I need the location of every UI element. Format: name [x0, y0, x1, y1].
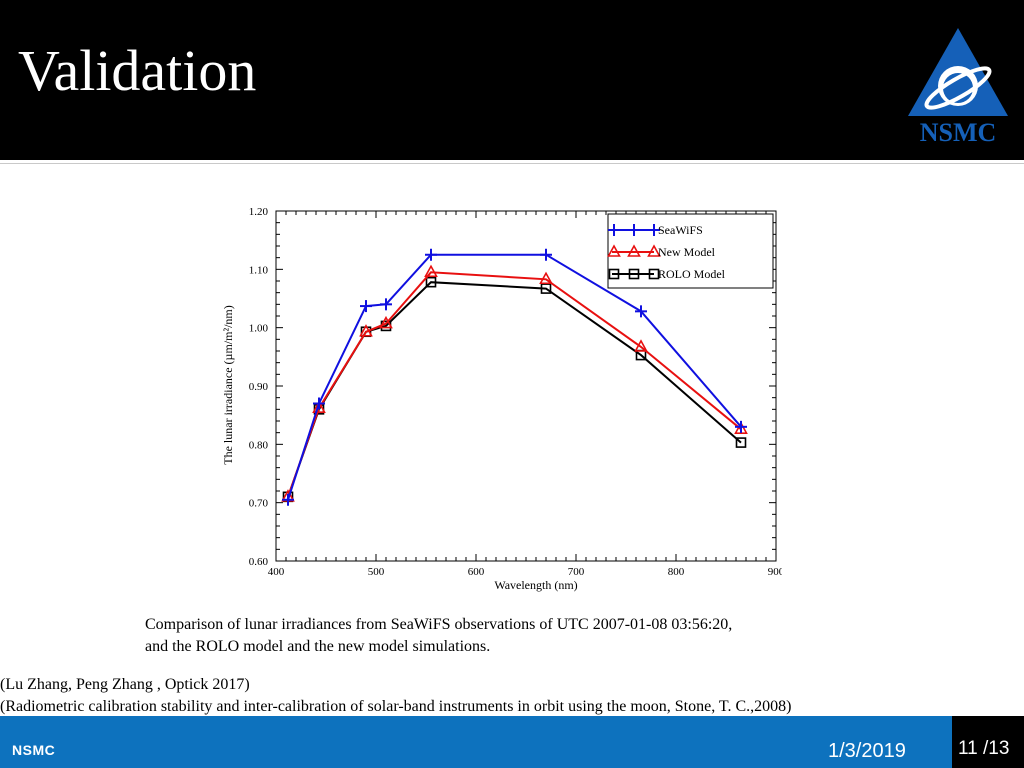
triangle-marker: [312, 400, 326, 413]
triangle-marker: [647, 244, 661, 257]
square-marker: [735, 437, 747, 448]
y-tick-label: 0.60: [249, 556, 269, 568]
square-marker: [648, 268, 660, 280]
nsmc-logo: NSMC: [908, 28, 1008, 147]
triangle-marker: [539, 271, 553, 285]
series-seawifs: [282, 248, 747, 506]
caption-line-1: Comparison of lunar irradiances from Sea…: [145, 616, 733, 633]
plus-marker: [380, 298, 392, 311]
page-number: 11 /13: [958, 738, 1010, 759]
x-tick-label: 800: [668, 566, 685, 578]
x-tick-label: 900: [768, 566, 782, 578]
slide-title: Validation: [18, 38, 257, 103]
series-line: [287, 271, 742, 498]
square-marker: [540, 283, 552, 294]
plus-marker: [540, 248, 552, 261]
triangle-marker: [634, 339, 648, 352]
plus-marker: [635, 305, 647, 318]
chart-container: 400 500 600 700 800 900 0.60 0.70 0.80 0.90 1.00 1.…: [216, 200, 785, 596]
square-marker: [628, 268, 640, 280]
caption-line-2: and the ROLO model and the new model sim…: [145, 638, 491, 655]
plus-marker: [735, 420, 747, 433]
slide-footer: NSMC 1/3/2019 11 /13: [0, 716, 1024, 768]
chart-caption: Comparison of lunar irradiances from Sea…: [145, 614, 925, 658]
triangle-marker: [359, 324, 373, 337]
reference-2: (Radiometric calibration stability and i…: [0, 698, 792, 715]
y-axis-label: The lunar irradiance (µm/m²/nm): [221, 305, 235, 464]
series-rolo-model: [282, 276, 747, 503]
plus-marker: [648, 224, 660, 236]
plus-marker: [282, 493, 294, 506]
x-axis-label: Wavelength (nm): [494, 578, 577, 592]
y-tick-label: 0.90: [249, 381, 269, 393]
plus-marker: [313, 397, 325, 410]
y-tick-label: 1.10: [249, 264, 269, 276]
plus-marker: [628, 224, 640, 236]
line-chart: 400 500 600 700 800 900 0.60 0.70 0.80 0.90 1.00 1.…: [221, 206, 785, 592]
square-marker: [425, 276, 437, 288]
y-tick-label: 0.70: [249, 498, 269, 510]
triangle-marker: [424, 264, 438, 278]
triangle-marker: [734, 421, 748, 434]
legend-label: SeaWiFS: [658, 223, 703, 237]
slide-header: Validation NSMC: [0, 0, 1024, 160]
references: (Lu Zhang, Peng Zhang , Optick 2017) (Ra…: [0, 674, 1024, 718]
triangle-marker: [627, 244, 641, 257]
legend-label: ROLO Model: [658, 267, 726, 281]
x-tick-label: 700: [568, 566, 585, 578]
legend-item: SeaWiFS: [608, 223, 703, 237]
square-marker: [608, 268, 620, 280]
series-line: [287, 253, 742, 501]
page-number-box: 11 /13: [952, 716, 1024, 768]
reference-1: (Lu Zhang, Peng Zhang , Optick 2017): [0, 676, 250, 693]
x-tick-label: 400: [268, 566, 285, 578]
header-divider: [0, 163, 1024, 164]
y-tick-label: 1.00: [249, 323, 269, 335]
logo-text: NSMC: [920, 118, 997, 147]
series-new-model: [281, 264, 748, 502]
legend-label: New Model: [658, 245, 716, 259]
y-tick-label: 1.20: [249, 206, 269, 218]
plus-marker: [425, 248, 437, 261]
triangle-marker: [607, 244, 621, 257]
plus-marker: [608, 224, 620, 236]
footer-date: 1/3/2019: [828, 740, 906, 762]
logo-orbit: [924, 66, 992, 110]
x-tick-label: 600: [468, 566, 485, 578]
y-tick-label: 0.80: [249, 439, 269, 451]
plus-marker: [360, 300, 372, 313]
legend-item: New Model: [607, 244, 716, 259]
series-line: [287, 281, 742, 498]
legend-item: ROLO Model: [608, 267, 726, 281]
triangle-marker: [379, 315, 393, 329]
footer-org: NSMC: [12, 742, 56, 758]
x-tick-label: 500: [368, 566, 385, 578]
